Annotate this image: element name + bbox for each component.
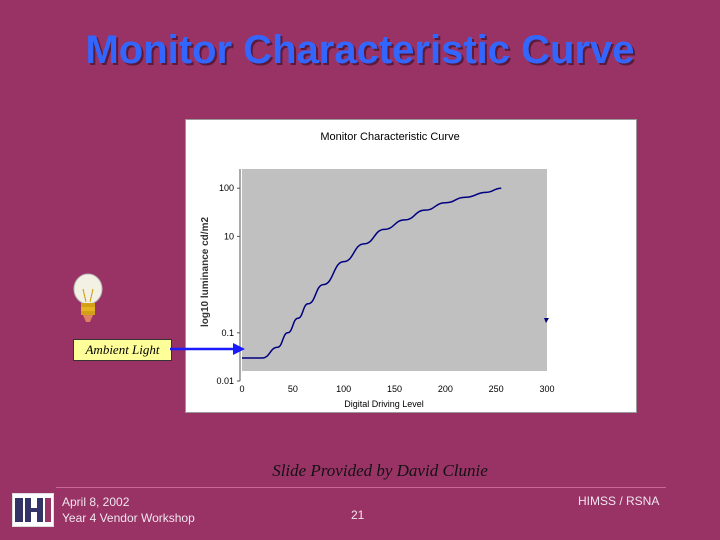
footer-divider <box>56 487 666 488</box>
x-tick-labels: 0 50 100 150 200 250 300 <box>239 384 554 394</box>
edge-marker <box>544 318 549 323</box>
x-axis-label: Digital Driving Level <box>344 399 424 409</box>
x-tick-label: 200 <box>438 384 453 394</box>
chart-title: Monitor Characteristic Curve <box>320 131 459 143</box>
x-tick-label: 50 <box>288 384 298 394</box>
y-tick-labels: 0.01 0.1 10 100 <box>216 183 240 386</box>
footer-event: Year 4 Vendor Workshop <box>62 511 195 525</box>
ihe-logo <box>12 493 54 527</box>
x-tick-label: 250 <box>489 384 504 394</box>
y-axis-label: log10 luminance cd/m2 <box>200 217 211 327</box>
slide-title: Monitor Characteristic Curve <box>85 28 635 72</box>
y-tick-label: 0.1 <box>221 328 234 338</box>
series-line <box>242 187 502 359</box>
y-tick-label: 0.01 <box>216 376 234 386</box>
y-tick-label: 10 <box>224 231 234 241</box>
footer-org: HIMSS / RSNA <box>578 494 660 508</box>
chart-svg: Monitor Characteristic Curve log10 lumin… <box>200 131 555 409</box>
x-tick-label: 100 <box>336 384 351 394</box>
light-bulb-icon <box>73 273 103 322</box>
x-tick-label: 150 <box>387 384 402 394</box>
chart-panel: Monitor Characteristic Curve log10 lumin… <box>185 119 637 413</box>
footer-left: April 8, 2002 Year 4 Vendor Workshop <box>62 494 195 526</box>
page-number: 21 <box>351 508 365 522</box>
ambient-arrow <box>170 343 245 355</box>
footer-date: April 8, 2002 <box>62 495 130 509</box>
slide-credit: Slide Provided by David Clunie <box>272 461 488 480</box>
x-tick-label: 0 <box>239 384 244 394</box>
x-tick-label: 300 <box>539 384 554 394</box>
y-tick-label: 100 <box>219 183 234 193</box>
ambient-light-label: Ambient Light <box>73 339 172 361</box>
plot-area <box>242 169 547 371</box>
